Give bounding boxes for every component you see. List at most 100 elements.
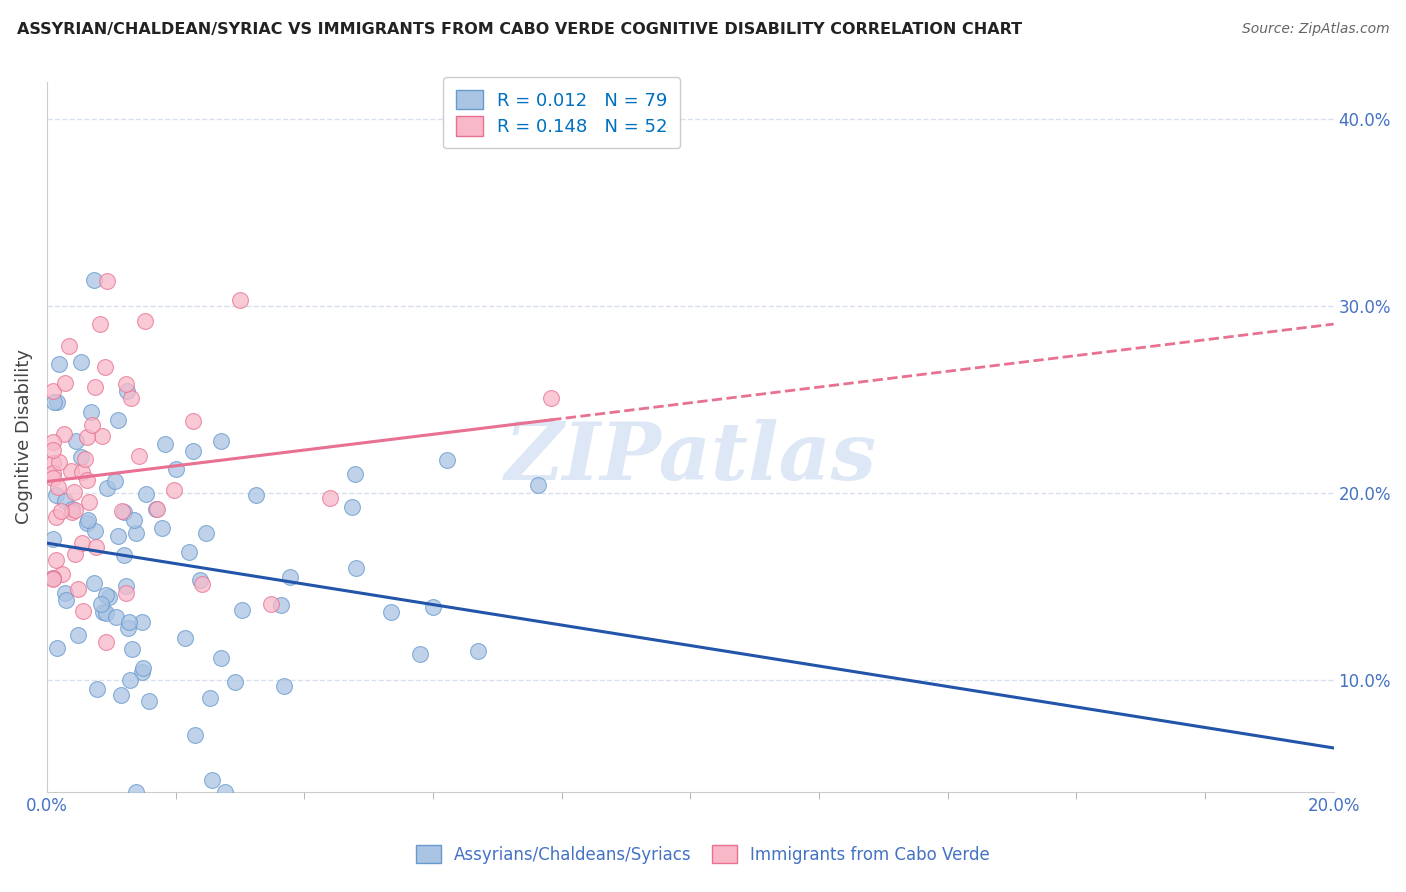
Point (66, 628, 89, 642)
Point (117, 621, 139, 635)
Point (96, 481, 118, 495)
Point (152, 521, 174, 535)
Point (104, 474, 127, 488)
Point (209, 651, 232, 665)
Point (45, 553, 67, 567)
Point (59, 464, 82, 478)
Point (53, 585, 76, 599)
Point (125, 525, 148, 540)
Point (42, 384, 65, 398)
Point (69, 355, 91, 369)
Point (173, 631, 195, 645)
Point (104, 610, 127, 624)
Point (51, 566, 73, 581)
Point (76, 516, 98, 530)
Point (49, 504, 72, 518)
Point (46, 640, 69, 655)
Point (146, 501, 169, 516)
Point (125, 785, 148, 799)
Point (89, 318, 111, 332)
Point (77, 513, 100, 527)
Point (94, 359, 117, 374)
Point (340, 500, 363, 514)
Point (42, 471, 65, 485)
Point (70, 536, 93, 550)
Point (48, 455, 70, 469)
Point (181, 444, 204, 458)
Point (245, 488, 267, 502)
Point (60, 505, 83, 519)
Point (42, 443, 65, 458)
Point (42, 532, 65, 546)
Point (90, 429, 112, 443)
Point (66, 582, 89, 597)
Point (273, 679, 295, 693)
Point (128, 449, 150, 463)
Text: ASSYRIAN/CHALDEAN/SYRIAC VS IMMIGRANTS FROM CABO VERDE COGNITIVE DISABILITY CORR: ASSYRIAN/CHALDEAN/SYRIAC VS IMMIGRANTS F… (17, 22, 1022, 37)
Point (121, 641, 143, 656)
Point (84, 524, 107, 538)
Point (53, 376, 76, 391)
Point (138, 694, 160, 708)
Point (201, 773, 224, 788)
Point (122, 513, 145, 527)
Point (107, 412, 129, 426)
Point (63, 502, 86, 516)
Point (96, 607, 118, 621)
Point (45, 510, 67, 524)
Point (409, 647, 432, 661)
Point (260, 597, 283, 611)
Point (91, 605, 114, 619)
Point (94, 588, 117, 602)
Point (76, 473, 98, 487)
Point (121, 391, 143, 405)
Point (214, 785, 236, 799)
Point (344, 561, 367, 575)
Point (115, 579, 138, 593)
Point (120, 673, 142, 687)
Point (65, 434, 87, 448)
Text: Source: ZipAtlas.com: Source: ZipAtlas.com (1241, 22, 1389, 37)
Point (76, 430, 98, 444)
Point (72, 604, 94, 618)
Point (135, 487, 157, 501)
Point (63, 547, 86, 561)
Point (70, 465, 93, 479)
Point (46, 480, 69, 494)
Point (194, 526, 217, 541)
Point (83, 273, 105, 287)
Point (62, 502, 84, 516)
Point (228, 293, 250, 307)
Point (422, 600, 444, 615)
Point (181, 414, 204, 428)
Point (53, 494, 76, 508)
Point (42, 573, 65, 587)
Point (163, 483, 186, 497)
Point (86, 540, 108, 554)
Point (42, 457, 65, 471)
Point (115, 585, 138, 599)
Point (319, 491, 342, 505)
Point (131, 615, 153, 629)
Point (200, 691, 222, 706)
Point (110, 688, 132, 702)
Point (179, 544, 201, 558)
Point (42, 571, 65, 585)
Point (436, 453, 458, 467)
Point (53, 426, 76, 441)
Point (84, 380, 107, 394)
Point (83, 576, 105, 591)
Point (115, 384, 138, 399)
Point (45, 488, 67, 502)
Point (191, 576, 214, 591)
Point (112, 505, 135, 519)
Legend: Assyrians/Chaldeans/Syriacs, Immigrants from Cabo Verde: Assyrians/Chaldeans/Syriacs, Immigrants … (409, 838, 997, 871)
Point (86, 681, 108, 696)
Point (90, 597, 112, 611)
Point (114, 377, 136, 392)
Point (540, 391, 562, 405)
Point (131, 661, 153, 675)
Point (107, 529, 129, 543)
Point (134, 314, 156, 328)
Point (278, 570, 301, 584)
